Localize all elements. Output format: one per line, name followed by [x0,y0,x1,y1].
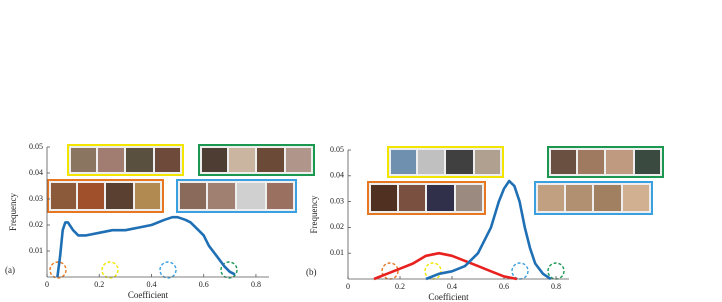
y-axis-label: Frequency [309,195,319,233]
x-tick-label: 0.4 [447,282,457,291]
y-tick-label: 0.05 [29,142,43,151]
x-axis-label: Coefficient [128,290,169,300]
y-tick-label: 0.05 [330,145,344,154]
y-tick-label: 0.01 [330,248,344,257]
y-tick-label: 0.03 [330,196,344,205]
panel-label: (b) [306,267,317,277]
x-tick-label: 0 [346,282,350,291]
data-line [373,251,518,281]
x-tick-label: 0 [45,280,49,289]
x-tick-label: 0.6 [199,280,209,289]
y-tick-label: 0.02 [29,220,43,229]
x-tick-label: 0.4 [146,280,156,289]
panel-label: (a) [5,265,15,275]
y-tick-label: 0.04 [330,171,344,180]
x-tick-label: 0.2 [94,280,104,289]
y-tick-label: 0.02 [330,222,344,231]
thumbnails [47,144,664,215]
y-axis-label: Frequency [8,193,18,231]
y-tick-label: 0.03 [29,194,43,203]
x-tick-label: 0.8 [551,282,561,291]
x-tick-label: 0.8 [251,280,261,289]
data-line [425,179,552,281]
y-tick-label: 0.01 [29,246,43,255]
x-tick-label: 0.2 [395,282,405,291]
y-tick-label: 0.04 [29,168,43,177]
x-tick-label: 0.6 [499,282,509,291]
data-line [56,215,236,278]
x-axis-label: Coefficient [428,292,469,302]
